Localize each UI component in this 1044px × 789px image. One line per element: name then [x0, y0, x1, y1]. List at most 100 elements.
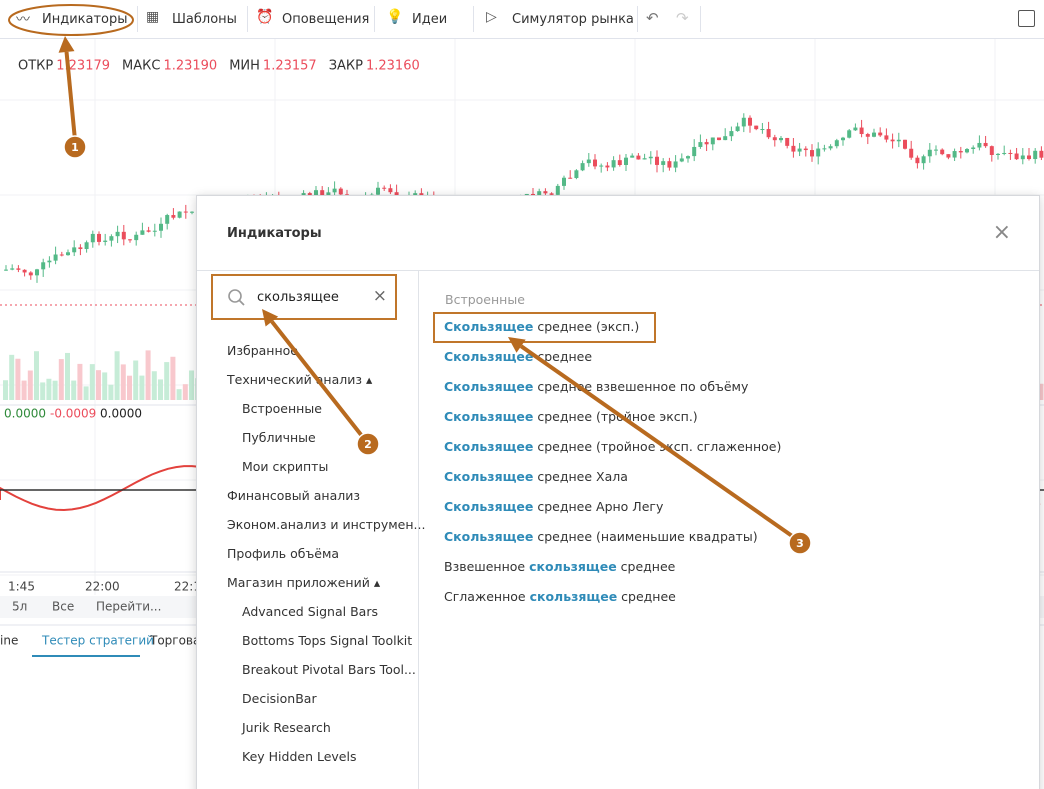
toolbar-button[interactable]: Симулятор рынка	[512, 11, 634, 27]
bottom-tab: ine	[0, 634, 18, 648]
expand-icon: ▴	[369, 575, 381, 590]
candle	[667, 161, 672, 168]
volume-bar	[3, 380, 8, 400]
result-item[interactable]: Скользящее среднее Арно Легу	[444, 499, 663, 514]
result-item[interactable]: Скользящее среднее Хала	[444, 469, 628, 484]
candle	[797, 148, 802, 152]
match-text: Скользящее	[444, 379, 534, 394]
match-text: скользящее	[529, 559, 617, 574]
close-button[interactable]: ×	[992, 220, 1011, 245]
candle	[586, 159, 591, 164]
candle	[1014, 153, 1019, 160]
sidebar-subitem[interactable]: Advanced Signal Bars	[242, 604, 378, 619]
volume-bar	[21, 380, 27, 400]
match-text: Скользящее	[444, 529, 534, 544]
candle	[78, 247, 83, 250]
candle	[723, 136, 728, 141]
volume-bar	[102, 372, 108, 400]
sidebar-subitem[interactable]: Публичные	[242, 430, 316, 445]
sidebar-item[interactable]: Профиль объёма	[227, 546, 340, 561]
sidebar-subitem[interactable]: Мои скрипты	[242, 459, 329, 474]
candle	[28, 272, 33, 276]
candle	[661, 161, 666, 165]
candle	[642, 158, 647, 160]
volume-bar	[158, 379, 163, 400]
candle	[84, 242, 89, 250]
candle	[159, 223, 163, 231]
candle	[314, 190, 318, 196]
time-label: 1:45	[8, 580, 35, 594]
clear-button[interactable]: ×	[372, 286, 387, 306]
result-item[interactable]: Взвешенное скользящее среднее	[444, 559, 675, 574]
sidebar-subitem[interactable]: Bottoms Tops Signal Toolkit	[242, 633, 413, 648]
candle	[803, 148, 808, 151]
time-label: 22:00	[85, 580, 120, 594]
search-input[interactable]: скользящее	[257, 290, 339, 305]
candle	[859, 127, 864, 135]
result-item[interactable]: Скользящее среднее (эксп.)	[444, 319, 639, 334]
result-item[interactable]: Скользящее среднее (тройное эксп. сглаже…	[444, 439, 781, 454]
sidebar-item[interactable]: Эконом.анализ и инструмен...	[227, 517, 426, 532]
toolbar-button[interactable]: Оповещения	[282, 11, 370, 27]
volume-bar	[52, 380, 58, 400]
candle	[636, 155, 641, 160]
candle	[593, 159, 597, 167]
volume-bar	[120, 364, 126, 400]
candle	[574, 170, 579, 179]
candle	[555, 185, 560, 195]
result-item[interactable]: Скользящее среднее	[444, 349, 592, 364]
volume-bar	[89, 364, 95, 400]
candle	[729, 131, 734, 137]
sidebar-item[interactable]: Технический анализ ▴	[227, 372, 373, 387]
toolbar-icon: 💡	[386, 9, 404, 25]
candle	[1020, 155, 1025, 160]
result-item[interactable]: Сглаженное скользящее среднее	[444, 589, 676, 604]
candle	[717, 137, 721, 141]
sidebar-subitem[interactable]: Jurik Research	[242, 720, 331, 735]
toolbar-button[interactable]: Шаблоны	[172, 11, 237, 27]
redo[interactable]: ↷	[676, 9, 689, 27]
candle	[140, 230, 145, 235]
candle	[816, 148, 821, 157]
result-text: среднее Хала	[533, 469, 628, 484]
toolbar-button[interactable]: Идеи	[412, 11, 448, 27]
sidebar-subitem[interactable]: Breakout Pivotal Bars Tool...	[242, 662, 416, 677]
candle	[134, 234, 139, 241]
candle	[128, 239, 132, 241]
search-box[interactable]: скользящее ×	[211, 274, 397, 320]
candle	[630, 155, 635, 158]
undo[interactable]: ↶	[646, 9, 659, 27]
fullscreen[interactable]	[1018, 10, 1035, 27]
result-item[interactable]: Скользящее среднее взвешенное по объёму	[444, 379, 748, 394]
sidebar-item[interactable]: Избранное	[227, 343, 298, 358]
range-button: 5л	[12, 600, 27, 614]
toolbar-button[interactable]: Индикаторы	[42, 11, 128, 27]
range-button: Перейти...	[96, 600, 161, 614]
ohlc-value: 1.23160	[366, 59, 420, 74]
sidebar-subitem[interactable]: DecisionBar	[242, 691, 317, 706]
result-text: Взвешенное	[444, 559, 530, 574]
indicator-value: 0.0000	[100, 407, 142, 421]
candle	[152, 230, 157, 232]
sidebar-item[interactable]: Финансовый анализ	[227, 488, 360, 503]
volume-bar	[133, 360, 139, 400]
candle	[549, 193, 554, 195]
candle	[996, 153, 1000, 156]
volume-bar	[40, 382, 46, 400]
candle	[146, 230, 151, 232]
ohlc-label: МИН	[229, 59, 260, 74]
candle	[655, 156, 659, 165]
sidebar-subitem[interactable]: Встроенные	[242, 401, 322, 416]
candle	[1002, 152, 1007, 154]
result-item[interactable]: Скользящее среднее (тройное эксп.)	[444, 409, 698, 424]
sidebar-subitem[interactable]: Key Hidden Levels	[242, 749, 357, 764]
search-icon	[228, 289, 245, 306]
result-item[interactable]: Скользящее среднее (наименьшие квадраты)	[444, 529, 758, 544]
volume-bar	[108, 384, 114, 400]
sidebar-item[interactable]: Магазин приложений ▴	[227, 575, 381, 590]
dialog-title: Индикаторы	[227, 226, 322, 241]
volume-bar	[77, 363, 83, 400]
candle	[72, 247, 77, 253]
candle	[810, 150, 814, 157]
candle	[543, 191, 548, 194]
